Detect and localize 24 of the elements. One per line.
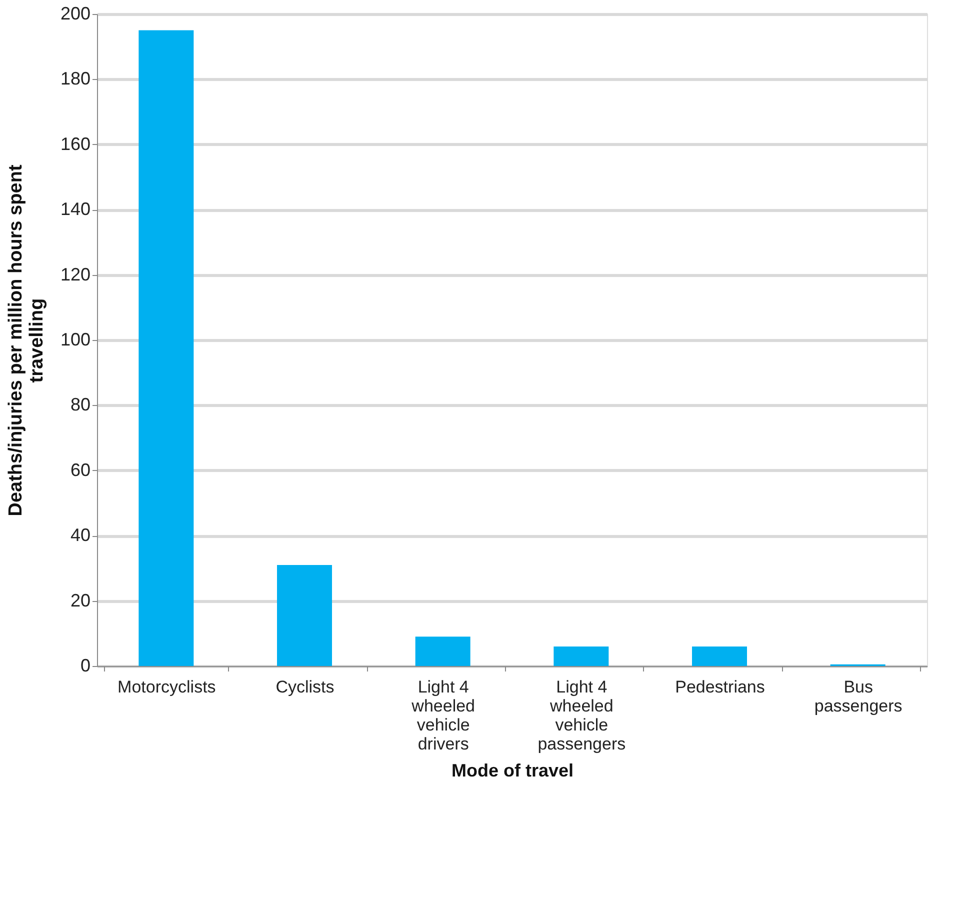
y-tick-label: 140 xyxy=(60,199,90,220)
x-tick-label: Light 4 wheeled vehicle drivers xyxy=(410,678,475,754)
x-tick-label: Bus passengers xyxy=(814,678,902,716)
bar xyxy=(138,30,194,666)
y-tick-label: 40 xyxy=(70,525,90,546)
y-tick-label: 0 xyxy=(80,656,90,676)
y-tick-label: 100 xyxy=(60,330,90,350)
y-tick-label: 160 xyxy=(60,134,90,154)
y-tick-label: 200 xyxy=(60,4,90,24)
bar xyxy=(554,646,609,666)
x-axis-title: Mode of travel xyxy=(451,760,574,780)
bar xyxy=(692,646,747,666)
bar xyxy=(415,636,470,666)
y-tick-label: 120 xyxy=(60,264,90,284)
y-tick-label: 80 xyxy=(70,394,90,415)
y-tick-label: 60 xyxy=(70,460,90,480)
y-tick-label: 20 xyxy=(70,590,90,610)
x-tick-label: Cyclists xyxy=(276,678,334,696)
x-tick-label: Light 4 wheeled vehicle passengers xyxy=(538,678,626,754)
x-tick-label: Motorcyclists xyxy=(118,678,216,696)
bar xyxy=(277,564,332,666)
x-tick-label: Pedestrians xyxy=(675,678,765,696)
y-axis-title: Deaths/injuries per million hours spent travelling xyxy=(5,164,48,516)
y-tick-label: 180 xyxy=(60,68,90,89)
